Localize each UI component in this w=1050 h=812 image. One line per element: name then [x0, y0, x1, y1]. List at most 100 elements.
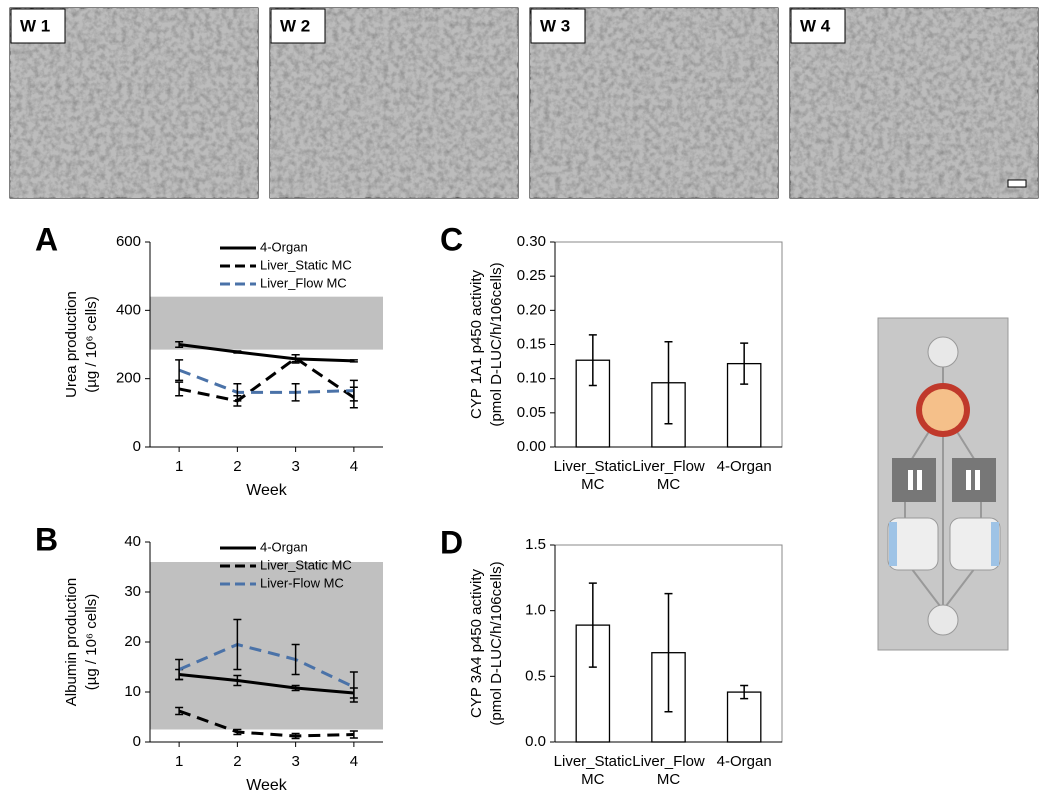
error-bar	[349, 379, 358, 402]
y-tick-label: 30	[124, 583, 141, 600]
error-bar	[291, 354, 300, 363]
x-tick-line: Liver_Flow	[632, 458, 705, 475]
y-tick-label: 0.20	[517, 301, 546, 318]
series-line	[178, 709, 354, 738]
y-tick-label: 400	[116, 301, 141, 318]
y-tick-label: 200	[116, 370, 141, 387]
label-box	[10, 8, 66, 44]
y-axis-label: (µg / 10⁶ cells)	[83, 296, 100, 393]
series-line	[178, 356, 355, 403]
x-tick-label: 2	[233, 458, 241, 475]
y-tick-label: 600	[116, 233, 141, 250]
x-tick-label: 2	[233, 753, 241, 770]
x-tick-line: MC	[657, 771, 680, 788]
x-tick-line: Liver_Flow	[632, 753, 705, 770]
series-line	[178, 673, 355, 695]
error-bar	[233, 350, 242, 354]
error-bar	[175, 341, 184, 348]
y-axis-label: Urea production	[63, 291, 80, 398]
x-tick-label: Liver_Flow MC	[632, 753, 705, 788]
y-axis-label: (pmol D-LUC/h/106cells)	[488, 561, 505, 725]
y-tick-label: 0.0	[525, 733, 546, 750]
y-tick-label: 0.05	[517, 404, 546, 421]
x-axis-label: Week	[246, 482, 288, 499]
error-bar	[588, 582, 597, 668]
y-tick-label: 0.25	[517, 267, 546, 284]
scale-bar	[1007, 179, 1027, 188]
y-tick-label: 0.15	[517, 335, 546, 352]
error-bar	[588, 334, 597, 387]
error-bar	[233, 383, 242, 402]
label-box	[790, 8, 846, 44]
error-bar	[349, 359, 358, 363]
reference-band	[150, 562, 383, 730]
y-axis-label: CYP 1A1 p450 activity	[468, 270, 485, 419]
x-tick-line: 4-Organ	[717, 753, 772, 770]
error-bar	[291, 684, 300, 692]
series-line	[178, 343, 354, 363]
x-tick-line: MC	[657, 476, 680, 493]
panel-letter: C	[440, 221, 463, 257]
error-bar	[740, 684, 749, 700]
y-tick-label: 0	[133, 733, 141, 750]
error-bar	[233, 674, 242, 687]
y-axis-label: (pmol D-LUC/h/106cells)	[488, 262, 505, 426]
panel-letter: D	[440, 524, 463, 560]
y-axis-label: (µg / 10⁶ cells)	[83, 594, 100, 691]
legend-label: Liver-Flow MC	[260, 575, 344, 590]
error-bar	[664, 341, 673, 425]
x-tick-label: Liver_Static MC	[554, 753, 633, 788]
x-tick-line: Liver_Static	[554, 753, 633, 770]
panel-label: W 3	[540, 16, 570, 35]
x-tick-line: Liver_Static	[554, 458, 633, 475]
y-tick-label: 1.0	[525, 602, 546, 619]
x-tick-line: MC	[581, 476, 604, 493]
x-tick-label: Liver_Static MC	[554, 458, 633, 493]
x-tick-label: 4-Organ	[717, 753, 772, 770]
error-bar	[349, 671, 358, 703]
legend-label: Liver_Static MC	[260, 257, 352, 272]
error-bar	[175, 706, 184, 716]
legend-label: 4-Organ	[260, 539, 308, 554]
x-tick-label: 4	[350, 753, 358, 770]
error-bar	[175, 658, 184, 681]
x-tick-line: 4-Organ	[717, 458, 772, 475]
bar	[726, 691, 762, 743]
label-box	[270, 8, 326, 44]
x-tick-label: 1	[175, 458, 183, 475]
y-tick-label: 0	[133, 438, 141, 455]
panel-label: W 2	[280, 16, 310, 35]
series-line	[178, 642, 355, 689]
y-tick-label: 1.5	[525, 536, 546, 553]
y-tick-label: 0.5	[525, 667, 546, 684]
y-tick-label: 40	[124, 533, 141, 550]
x-tick-label: 4	[350, 458, 358, 475]
x-axis-label: Week	[246, 777, 288, 794]
error-bar	[664, 592, 673, 713]
error-bar	[233, 618, 242, 671]
y-axis-label: CYP 3A4 p450 activity	[468, 569, 485, 718]
legend-label: 4-Organ	[260, 239, 308, 254]
error-bar	[291, 732, 300, 740]
x-tick-label: 4-Organ	[717, 458, 772, 475]
error-bar	[233, 728, 242, 736]
error-bar	[740, 342, 749, 385]
error-bar	[349, 730, 358, 739]
panel-label: W 4	[800, 16, 831, 35]
y-tick-label: 20	[124, 633, 141, 650]
legend-label: Liver_Flow MC	[260, 275, 347, 290]
y-tick-label: 0.00	[517, 438, 546, 455]
x-tick-label: 1	[175, 753, 183, 770]
panel-label: W 1	[20, 16, 50, 35]
error-bar	[291, 383, 300, 402]
x-tick-label: Liver_Flow MC	[632, 458, 705, 493]
legend-label: Liver_Static MC	[260, 557, 352, 572]
device-diagram	[877, 317, 1009, 651]
y-tick-label: 0.10	[517, 370, 546, 387]
x-tick-line: MC	[581, 771, 604, 788]
reference-band	[150, 296, 383, 350]
x-tick-label: 3	[291, 458, 299, 475]
error-bar	[175, 381, 184, 397]
error-bar	[291, 643, 300, 676]
